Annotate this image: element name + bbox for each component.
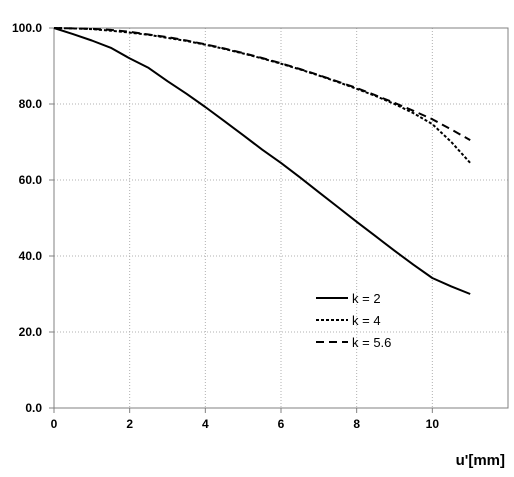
series-layer (53, 27, 471, 295)
y-tick-label: 20.0 (19, 325, 43, 339)
y-tick-label: 0.0 (25, 401, 42, 415)
series-line-k-2 (53, 27, 471, 295)
x-tick-label: 2 (126, 417, 133, 431)
x-tick-label: 4 (202, 417, 209, 431)
x-tick-label: 10 (426, 417, 440, 431)
x-tick-label: 6 (278, 417, 285, 431)
y-tick-label: 80.0 (19, 97, 43, 111)
x-tick-label: 0 (51, 417, 58, 431)
legend-label: k = 5.6 (352, 335, 391, 350)
series-line-k-5-6 (53, 27, 471, 141)
x-axis-title: u'[mm] (456, 452, 505, 469)
legend: k = 2 k = 4 k = 5.6 (316, 291, 391, 350)
legend-label: k = 4 (352, 313, 381, 328)
legend-label: k = 2 (352, 291, 381, 306)
x-axis-ticks: 0 2 4 6 8 10 (51, 408, 440, 431)
y-axis-ticks: 0.0 20.0 40.0 60.0 80.0 100.0 (12, 21, 54, 415)
y-tick-label: 40.0 (19, 249, 43, 263)
y-tick-label: 60.0 (19, 173, 43, 187)
y-tick-label: 100.0 (12, 21, 42, 35)
x-tick-label: 8 (353, 417, 360, 431)
